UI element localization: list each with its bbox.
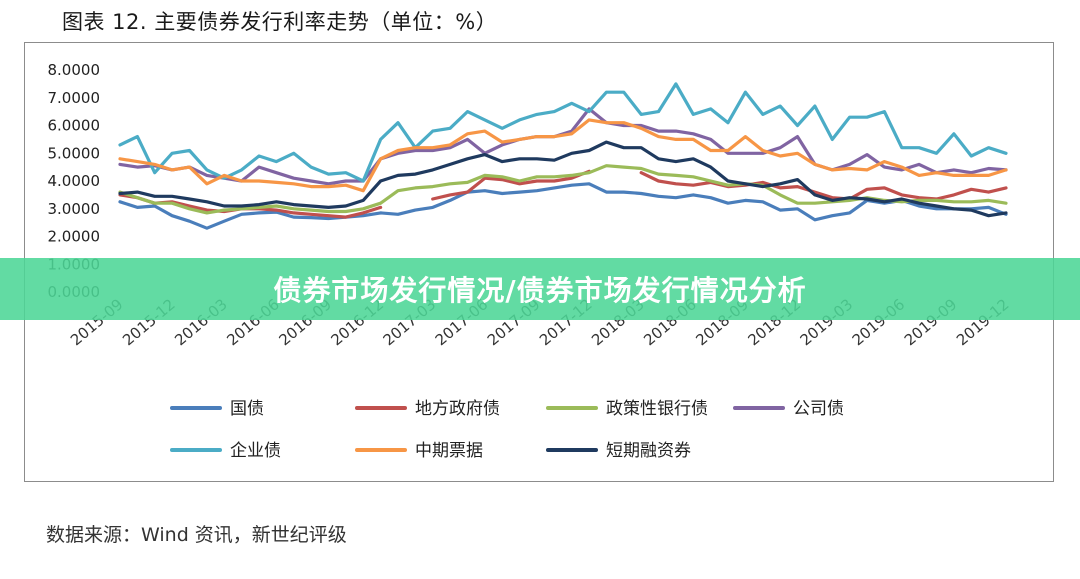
series-line-公司债 [118,107,1008,186]
series-line-短期融资券 [118,140,1008,218]
y-tick-label: 2.0000 [48,228,101,246]
series-line-企业债 [118,82,1008,183]
legend-label: 政策性银行债 [606,399,708,419]
overlay-banner: 债券市场发行情况/债券市场发行情况分析 [0,258,1080,320]
legend-label: 国债 [230,399,264,419]
legend-label: 中期票据 [415,441,483,461]
source-note: 数据来源：Wind 资讯，新世纪评级 [46,524,347,546]
y-tick-label: 5.0000 [48,144,101,162]
legend-label: 企业债 [230,441,281,461]
series-line-地方政府债 [118,169,1008,219]
series-line-中期票据 [118,118,1008,193]
banner-text: 债券市场发行情况/债券市场发行情况分析 [273,274,807,307]
y-tick-label: 3.0000 [48,200,101,218]
series-line-国债 [118,182,1008,230]
y-tick-label: 7.0000 [48,89,101,107]
legend-label: 短期融资券 [606,441,691,461]
y-tick-label: 4.0000 [48,172,101,190]
y-tick-label: 8.0000 [48,61,101,79]
series-layer [118,82,1008,230]
legend-label: 地方政府债 [415,399,500,419]
chart-title: 图表 12. 主要债券发行利率走势（单位：%） [62,10,498,34]
y-tick-label: 6.0000 [48,117,101,135]
legend-label: 公司债 [793,399,844,419]
